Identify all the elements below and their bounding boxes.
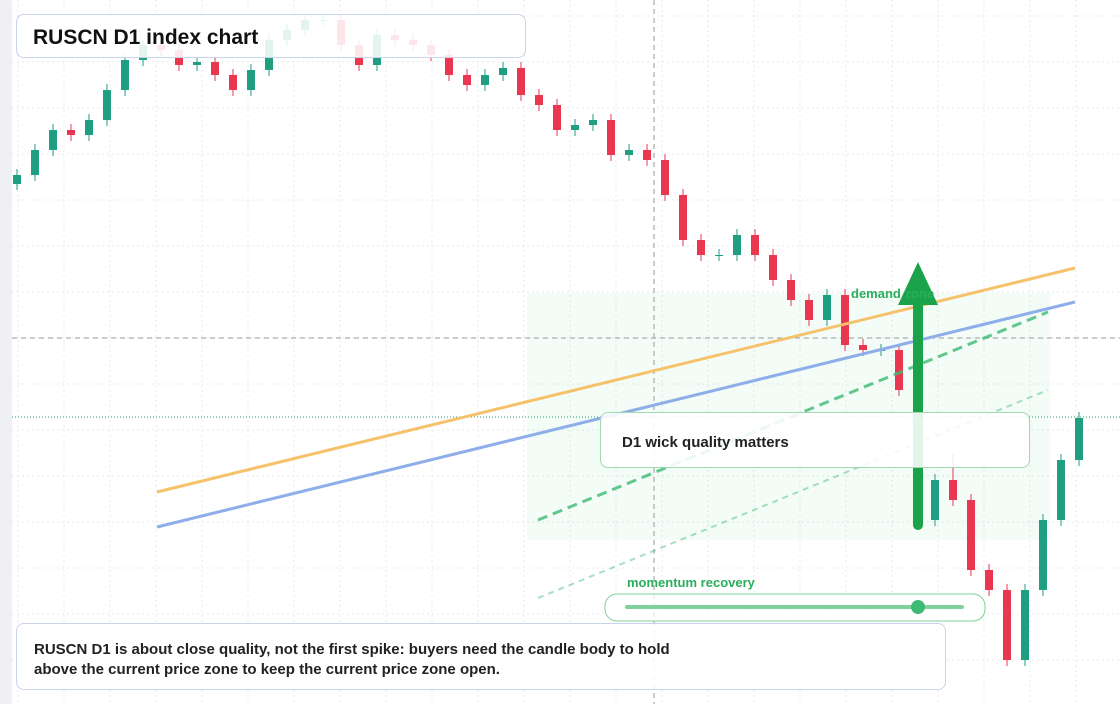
candle-body [13, 175, 21, 184]
title-box: RUSCN D1 index chart [16, 14, 526, 58]
candle-body [697, 240, 705, 255]
candle-body [463, 75, 471, 85]
note: RUSCN D1 is about close quality, not the… [34, 640, 670, 680]
candle-body [103, 90, 111, 120]
candle-body [985, 570, 993, 590]
left-rail [0, 0, 12, 704]
demand-label: demand zone [851, 286, 934, 301]
candle-body [1075, 418, 1083, 460]
chart-title: RUSCN D1 index chart [33, 26, 259, 49]
candles [13, 14, 1083, 666]
note-line: RUSCN D1 is about close quality, not the… [34, 641, 670, 658]
candle-body [499, 68, 507, 75]
candle-body [823, 295, 831, 320]
candle-body [931, 480, 939, 520]
candle-body [769, 255, 777, 280]
slider-knob[interactable] [911, 600, 925, 614]
candle-body [715, 255, 723, 256]
candle-body [535, 95, 543, 105]
candle-body [1003, 590, 1011, 660]
channel-line [537, 389, 1049, 599]
candle-body [211, 62, 219, 75]
candle-body [445, 55, 453, 75]
candle-body [1057, 460, 1065, 520]
candle-body [1021, 590, 1029, 660]
candle-body [481, 75, 489, 85]
candle-body [67, 130, 75, 135]
candle-body [49, 130, 57, 150]
candle-body [589, 120, 597, 125]
candle-body [625, 150, 633, 155]
candle-body [661, 160, 669, 195]
candle-body [31, 150, 39, 175]
arrow-head [898, 262, 938, 305]
callout: D1 wick quality matters [622, 434, 789, 451]
candle-body [859, 345, 867, 350]
candle-body [121, 60, 129, 90]
candle-body [247, 70, 255, 90]
callout-box: D1 wick quality matters [600, 412, 1030, 468]
candle-body [607, 120, 615, 155]
candle-body [967, 500, 975, 570]
note-line: above the current price zone to keep the… [34, 661, 500, 678]
candle-body [571, 125, 579, 130]
candle-body [85, 120, 93, 135]
candle-body [787, 280, 795, 300]
candle-body [679, 195, 687, 240]
note-box: RUSCN D1 is about close quality, not the… [16, 623, 946, 690]
candle-body [733, 235, 741, 255]
candle-body [643, 150, 651, 160]
candle-body [517, 68, 525, 95]
candle-body [805, 300, 813, 320]
candle-body [1039, 520, 1047, 590]
candle-body [553, 105, 561, 130]
candle-body [841, 295, 849, 345]
candle-body [751, 235, 759, 255]
candle-body [193, 62, 201, 65]
background-grid [12, 0, 1120, 704]
candle-body [229, 75, 237, 90]
candle-body [895, 350, 903, 390]
slider-label: momentum recovery [627, 575, 756, 590]
candle-body [949, 480, 957, 500]
